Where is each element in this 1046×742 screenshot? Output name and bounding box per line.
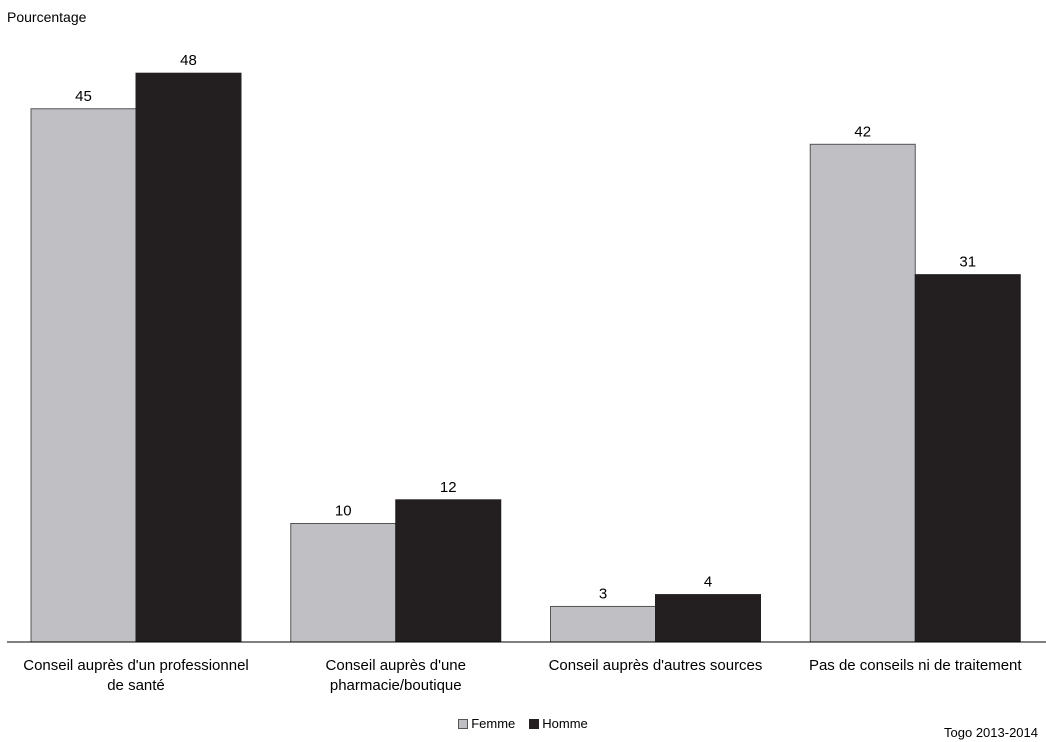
legend-item-femme: Femme [458,716,515,731]
category-label-line: Conseil auprès d'une [326,657,466,674]
data-label-homme-3: 4 [704,574,712,591]
bar-femme-3 [550,605,656,643]
data-label-femme-3: 3 [599,585,607,602]
bar-femme-1 [30,108,137,643]
chart-legend: Femme Homme [0,716,1046,731]
legend-swatch-homme [529,718,540,729]
category-label-line: pharmacie/boutique [330,677,462,694]
y-axis-label: Pourcentage [7,9,87,25]
data-label-homme-1: 48 [180,52,197,69]
category-label-line: Conseil auprès d'autres sources [549,657,763,674]
legend-swatch-femme [458,718,469,729]
bar-femme-2 [290,523,397,643]
bar-homme-2 [395,499,502,643]
category-label-line: Pas de conseils ni de traitement [809,657,1022,674]
bar-homme-4 [914,274,1021,643]
legend-item-homme: Homme [529,716,588,731]
bar-homme-1 [135,72,242,643]
data-label-femme-2: 10 [335,503,352,520]
data-label-homme-2: 12 [440,479,457,496]
category-label-1: Conseil auprès d'un professionnel de sant… [23,657,249,694]
category-label-line: Conseil auprès d'un professionnel [23,657,249,674]
legend-label-femme: Femme [471,716,516,731]
legend-label-homme: Homme [542,716,588,731]
data-label-femme-4: 42 [854,123,871,140]
data-label-femme-1: 45 [75,88,92,105]
bar-femme-4 [809,143,916,643]
category-label-3: Conseil auprès d'autres sources [549,657,763,674]
category-label-2: Conseil auprès d'une pharmacie/boutique [326,657,466,694]
bar-homme-3 [655,594,761,643]
category-label-line: de santé [107,677,165,694]
source-note: Togo 2013-2014 [944,725,1038,740]
data-label-homme-4: 31 [959,254,976,271]
category-label-4: Pas de conseils ni de traitement [809,657,1022,674]
